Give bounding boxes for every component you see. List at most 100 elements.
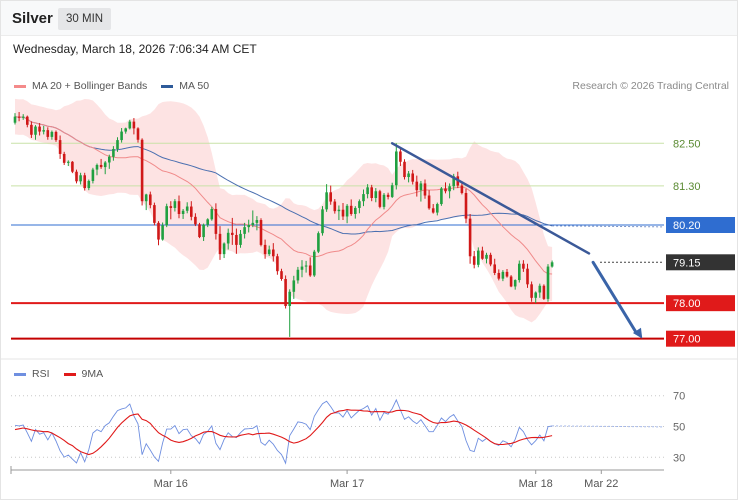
candle: [362, 189, 365, 207]
candle-body: [177, 201, 181, 214]
candle: [124, 127, 127, 134]
candle-body: [390, 185, 394, 197]
candle-body: [276, 256, 279, 272]
rsi-legend: RSI 9MA: [14, 368, 117, 380]
candle-body: [419, 183, 423, 191]
candle-body: [370, 187, 373, 198]
candle-body: [83, 175, 86, 189]
legend-label-ma50: MA 50: [179, 80, 210, 92]
level-label-77-00: 77.00: [673, 334, 701, 346]
candle-body: [518, 263, 521, 281]
projection-arrowhead: [632, 327, 643, 339]
resistance-trendline: [390, 142, 591, 255]
candle: [128, 119, 132, 130]
candle-body: [444, 188, 447, 192]
candle-body: [304, 265, 308, 267]
legend-swatch-9ma: [63, 372, 76, 376]
candle: [231, 217, 234, 245]
candle: [17, 112, 21, 122]
candle-body: [214, 209, 218, 234]
candle-body: [460, 185, 464, 194]
candle: [296, 266, 300, 284]
candle: [431, 204, 435, 214]
candle: [54, 130, 58, 142]
candle-body: [509, 276, 513, 287]
candle-body: [493, 264, 496, 273]
candle-body: [267, 249, 271, 255]
candle-body: [526, 268, 529, 285]
level-label-80-20: 80.20: [673, 220, 701, 232]
candle: [423, 179, 427, 199]
rsi-extension: [552, 425, 665, 428]
candle-body: [153, 205, 156, 223]
candle: [190, 201, 193, 221]
candle: [444, 182, 447, 194]
candle: [526, 263, 529, 288]
candle-body: [255, 220, 259, 223]
candle-body: [173, 201, 177, 208]
candle: [317, 231, 320, 254]
candle: [399, 147, 402, 167]
candle: [103, 161, 107, 175]
candle: [42, 125, 45, 135]
candle: [173, 199, 177, 212]
timeframe-badge[interactable]: 30 MIN: [58, 8, 112, 30]
candle: [153, 202, 156, 226]
time-axis-label-mar-17: Mar 17: [330, 478, 364, 490]
time-axis-label-mar-22: Mar 22: [584, 478, 618, 490]
research-credit: Research © 2026 Trading Central: [572, 80, 729, 92]
candle: [91, 167, 95, 184]
candle-body: [103, 162, 107, 168]
candle: [272, 243, 275, 262]
candle-body: [317, 233, 320, 252]
candle-body: [485, 254, 488, 259]
candle-body: [542, 285, 546, 299]
candle-body: [26, 116, 29, 125]
candle-body: [247, 225, 250, 228]
candle-body: [448, 186, 451, 192]
candle-body: [481, 250, 484, 259]
ma50-line: [14, 116, 553, 235]
candle-body: [165, 206, 168, 226]
candle-body: [505, 271, 509, 277]
candle-body: [198, 224, 201, 238]
candle-body: [202, 224, 205, 238]
candle: [534, 291, 537, 304]
candle-body: [116, 140, 119, 149]
candle-body: [38, 126, 41, 132]
candle: [67, 160, 70, 167]
candle-body: [395, 151, 398, 186]
candle-body: [345, 205, 349, 217]
candle: [202, 223, 205, 241]
candle: [79, 172, 82, 185]
rsi-tick-label-70: 70: [673, 391, 685, 403]
candle: [489, 252, 492, 267]
candle: [259, 218, 263, 247]
candle: [161, 222, 164, 241]
candle: [472, 250, 476, 269]
candle-body: [21, 116, 25, 118]
candle-body: [79, 175, 82, 182]
candle-body: [67, 161, 70, 163]
candle-body: [489, 254, 492, 265]
candle-body: [99, 164, 103, 168]
candle-body: [522, 263, 525, 269]
legend-label-ma20: MA 20 + Bollinger Bands: [32, 80, 148, 92]
candle: [313, 249, 316, 277]
candle: [300, 260, 304, 278]
candle-body: [185, 206, 189, 211]
candle: [407, 171, 410, 183]
candle: [140, 138, 144, 206]
candle: [415, 175, 419, 197]
level-label-82-50: 82.50: [673, 138, 701, 150]
candle: [210, 206, 214, 221]
candle: [308, 257, 312, 277]
candle: [30, 121, 33, 138]
rsi-tick-label-50: 50: [673, 422, 685, 434]
candle-body: [75, 171, 78, 182]
candle: [120, 128, 123, 143]
candle: [349, 199, 353, 216]
candle-body: [42, 130, 45, 132]
candle: [354, 206, 357, 219]
